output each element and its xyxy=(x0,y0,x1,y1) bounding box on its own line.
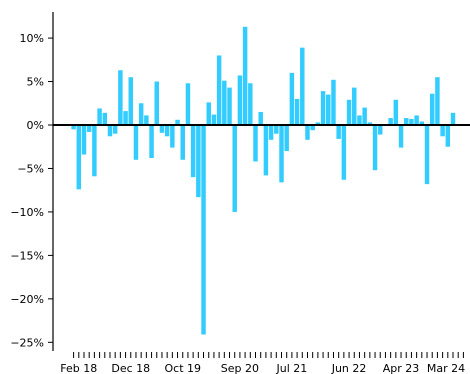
y-tick-label: 10% xyxy=(20,32,44,45)
bar-2023-08 xyxy=(419,121,425,125)
bar-2019-12 xyxy=(190,125,196,178)
y-tick-label: −10% xyxy=(10,206,44,219)
bar-2020-05 xyxy=(216,55,222,125)
bar-2023-05 xyxy=(404,118,409,125)
bar-2019-11 xyxy=(185,83,191,125)
bar-2022-11 xyxy=(372,125,378,171)
bar-2019-02 xyxy=(138,103,144,125)
bar-2019-07 xyxy=(164,125,170,137)
bar-2019-08 xyxy=(170,125,175,148)
bar-2022-04 xyxy=(336,125,341,139)
bar-2018-12 xyxy=(128,77,133,125)
bar-2018-06 xyxy=(97,108,102,125)
x-tick-label: Mar 24 xyxy=(427,362,465,374)
bar-2018-03 xyxy=(81,125,87,155)
bar-2022-08 xyxy=(357,115,362,125)
y-tick-label: −20% xyxy=(10,293,44,306)
bar-2020-06 xyxy=(222,80,227,125)
x-tick-label: Dec 18 xyxy=(111,362,150,374)
bar-2019-09 xyxy=(175,119,180,125)
y-tick-label: −5% xyxy=(17,162,44,175)
bar-2022-10 xyxy=(367,122,373,125)
bar-2023-02 xyxy=(388,118,393,125)
bar-2018-08 xyxy=(107,125,113,137)
bar-2023-09 xyxy=(424,125,430,185)
bar-2018-02 xyxy=(76,125,82,190)
bar-2018-09 xyxy=(112,125,118,134)
bar-2020-01 xyxy=(196,125,201,198)
bar-2018-11 xyxy=(123,111,128,125)
bar-2021-11 xyxy=(310,125,315,131)
bar-2024-01 xyxy=(445,125,451,147)
bar-2023-12 xyxy=(440,125,445,137)
bar-2022-01 xyxy=(320,91,326,125)
bar-2019-06 xyxy=(159,125,165,133)
bar-2018-07 xyxy=(102,112,108,125)
bar-2023-03 xyxy=(393,99,399,125)
bar-2022-03 xyxy=(331,79,336,125)
bar-2021-12 xyxy=(315,122,321,125)
bar-2023-10 xyxy=(429,93,435,125)
x-tick-label: Apr 23 xyxy=(383,362,420,374)
bar-2021-03 xyxy=(268,125,274,140)
bar-2021-05 xyxy=(279,125,284,183)
bar-2021-06 xyxy=(284,125,289,152)
x-tick-label: Jun 22 xyxy=(331,362,367,374)
bar-2021-09 xyxy=(300,47,305,125)
y-tick-label: 0% xyxy=(27,119,44,132)
bar-2021-02 xyxy=(263,125,269,176)
bar-2018-10 xyxy=(118,70,123,125)
x-tick-label: Sep 20 xyxy=(221,362,259,374)
bar-2023-07 xyxy=(414,115,419,125)
bar-2020-09 xyxy=(237,75,243,125)
bar-2019-10 xyxy=(180,125,185,160)
y-tick-label: −25% xyxy=(10,336,44,349)
bar-2023-04 xyxy=(398,125,404,148)
bar-2020-10 xyxy=(242,26,248,126)
bar-2020-12 xyxy=(253,125,258,162)
bar-2019-05 xyxy=(154,81,159,125)
bar-2020-07 xyxy=(227,87,232,125)
bar-2018-05 xyxy=(92,125,97,177)
bars-group xyxy=(71,26,456,335)
bar-2021-01 xyxy=(258,111,263,125)
bar-2023-11 xyxy=(435,77,440,125)
bar-2022-09 xyxy=(362,107,367,125)
bar-2019-04 xyxy=(149,125,154,159)
x-tick-label: Jul 21 xyxy=(276,362,308,374)
bar-2018-01 xyxy=(71,125,76,130)
bar-2021-08 xyxy=(294,98,300,125)
y-tick-label: −15% xyxy=(10,249,44,262)
bar-2022-06 xyxy=(346,99,352,125)
x-axis-ticks: Feb 18 Dec 18 Oct 19 Sep 20 Jul 21 Jun 22 Apr … xyxy=(60,352,465,374)
bar-2022-12 xyxy=(378,125,383,135)
bar-2022-02 xyxy=(326,94,331,125)
bar-2023-06 xyxy=(409,118,414,125)
bar-2021-10 xyxy=(305,125,310,140)
y-axis-ticks: 10% 5% 0% −5% −10% −15% −20% −25% xyxy=(10,32,53,349)
bar-2022-05 xyxy=(341,125,347,180)
bar-2020-04 xyxy=(211,114,217,125)
bar-2021-04 xyxy=(274,125,279,134)
x-tick-label: Feb 18 xyxy=(60,362,97,374)
bar-2021-07 xyxy=(289,72,295,125)
bar-2018-04 xyxy=(86,125,92,132)
bar-2024-02 xyxy=(450,112,456,125)
y-tick-label: 5% xyxy=(27,76,44,89)
bar-2022-07 xyxy=(352,87,357,125)
bar-2020-02 xyxy=(201,125,206,335)
bar-2019-03 xyxy=(144,115,149,125)
bar-2020-08 xyxy=(232,125,237,212)
bar-2019-01 xyxy=(133,125,139,160)
bar-2020-03 xyxy=(206,102,211,125)
x-tick-label: Oct 19 xyxy=(164,362,201,374)
bar-2020-11 xyxy=(248,83,253,125)
